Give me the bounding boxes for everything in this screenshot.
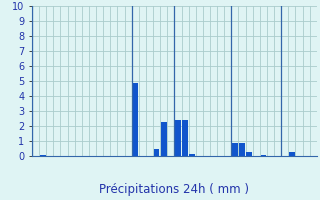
Bar: [132, 82, 138, 156]
Bar: [40, 154, 45, 156]
Bar: [239, 142, 245, 156]
Bar: [232, 142, 238, 156]
Bar: [161, 121, 167, 156]
Bar: [182, 120, 188, 156]
Bar: [154, 148, 159, 156]
Text: Précipitations 24h ( mm ): Précipitations 24h ( mm ): [100, 183, 249, 196]
Bar: [189, 154, 195, 156]
Bar: [260, 154, 266, 156]
Bar: [289, 152, 295, 156]
Bar: [246, 152, 252, 156]
Bar: [175, 120, 181, 156]
